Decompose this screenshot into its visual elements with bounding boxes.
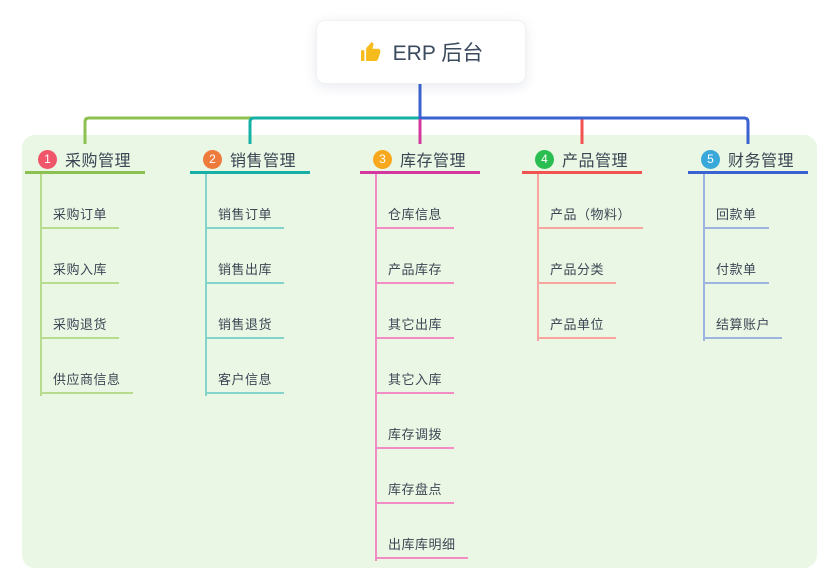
branch-5-underline xyxy=(688,171,808,174)
branch-node-3[interactable]: 3 库存管理 xyxy=(373,147,466,171)
branch-2-trunk-line xyxy=(205,174,207,396)
leaf-node[interactable]: 库存盘点 xyxy=(375,478,455,504)
branch-1-title: 采购管理 xyxy=(65,153,132,170)
root-label: ERP 后台 xyxy=(392,42,484,65)
leaf-node[interactable]: 结算账户 xyxy=(703,313,783,339)
branch-2-number-badge: 2 xyxy=(203,149,222,169)
thumbs-up-icon xyxy=(359,40,383,64)
leaf-node[interactable]: 出库库明细 xyxy=(375,533,468,559)
branch-node-1[interactable]: 1 采购管理 xyxy=(38,147,131,171)
branch-2-underline xyxy=(190,171,310,174)
leaf-node[interactable]: 采购订单 xyxy=(40,203,120,229)
leaf-node[interactable]: 采购入库 xyxy=(40,258,120,284)
branch-3-number-badge: 3 xyxy=(373,149,392,169)
branch-4-title: 产品管理 xyxy=(562,153,629,170)
branch-5-trunk-line xyxy=(703,174,705,341)
branch-4-number-badge: 4 xyxy=(535,149,554,169)
leaf-node[interactable]: 销售出库 xyxy=(205,258,285,284)
leaf-node[interactable]: 销售订单 xyxy=(205,203,285,229)
branches-panel xyxy=(22,135,817,568)
branch-1-trunk-line xyxy=(40,174,42,396)
branch-4-underline xyxy=(522,171,642,174)
leaf-node[interactable]: 产品（物料） xyxy=(537,203,644,229)
leaf-node[interactable]: 产品库存 xyxy=(375,258,455,284)
branch-5-number-badge: 5 xyxy=(701,149,720,169)
branch-node-5[interactable]: 5 财务管理 xyxy=(701,147,794,171)
branch-3-title: 库存管理 xyxy=(400,153,467,170)
leaf-node[interactable]: 其它出库 xyxy=(375,313,455,339)
branch-2-title: 销售管理 xyxy=(230,153,297,170)
leaf-node[interactable]: 库存调拨 xyxy=(375,423,455,449)
branch-node-2[interactable]: 2 销售管理 xyxy=(203,147,296,171)
leaf-node[interactable]: 客户信息 xyxy=(205,368,285,394)
leaf-node[interactable]: 采购退货 xyxy=(40,313,120,339)
leaf-node[interactable]: 仓库信息 xyxy=(375,203,455,229)
leaf-node[interactable]: 付款单 xyxy=(703,258,769,284)
branch-3-underline xyxy=(360,171,480,174)
leaf-node[interactable]: 供应商信息 xyxy=(40,368,133,394)
leaf-node[interactable]: 销售退货 xyxy=(205,313,285,339)
branch-5-title: 财务管理 xyxy=(728,153,795,170)
branch-4-trunk-line xyxy=(537,174,539,341)
branch-3-trunk-line xyxy=(375,174,377,561)
root-node[interactable]: ERP 后台 xyxy=(316,20,526,84)
leaf-node[interactable]: 其它入库 xyxy=(375,368,455,394)
leaf-node[interactable]: 回款单 xyxy=(703,203,769,229)
branch-1-number-badge: 1 xyxy=(38,149,57,169)
branch-1-underline xyxy=(25,171,145,174)
leaf-node[interactable]: 产品单位 xyxy=(537,313,617,339)
branch-node-4[interactable]: 4 产品管理 xyxy=(535,147,628,171)
leaf-node[interactable]: 产品分类 xyxy=(537,258,617,284)
